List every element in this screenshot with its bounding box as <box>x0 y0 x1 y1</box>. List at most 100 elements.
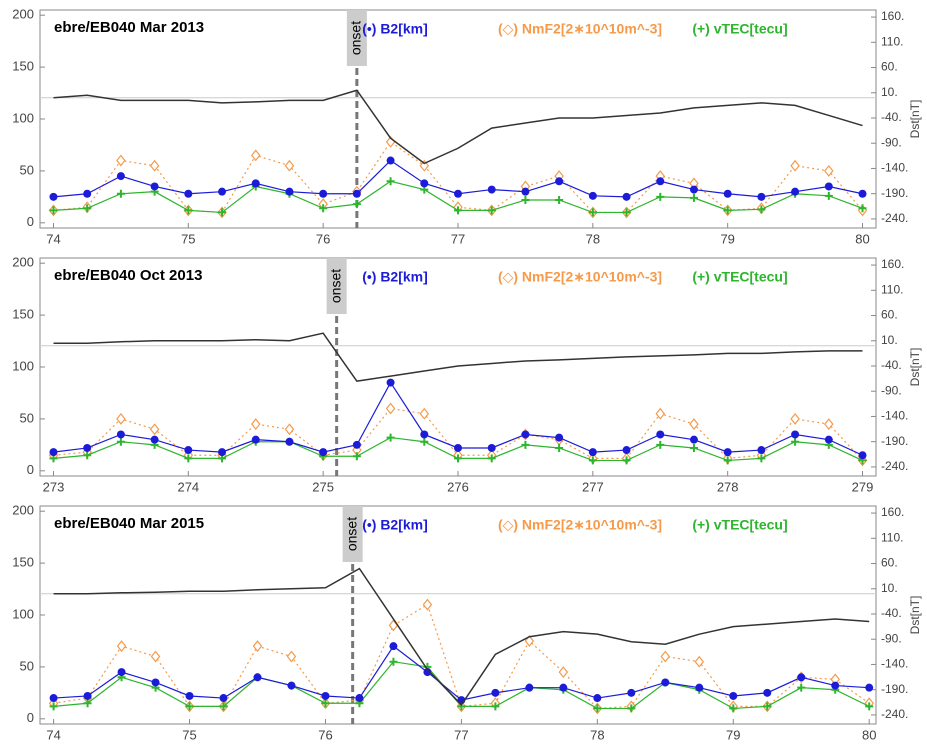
marker <box>116 189 125 198</box>
marker <box>491 688 500 697</box>
y-tick-label: 150 <box>12 59 34 74</box>
marker <box>149 159 160 172</box>
y2-axis-label: Dst[nT] <box>908 596 922 635</box>
marker <box>352 189 361 198</box>
marker <box>588 208 597 217</box>
marker <box>49 448 58 457</box>
marker <box>319 448 328 457</box>
marker <box>116 430 125 439</box>
marker <box>655 407 666 420</box>
x-tick-label: 77 <box>454 727 468 742</box>
y2-tick-label: -190. <box>881 682 908 696</box>
y2-tick-label: -140. <box>881 409 908 423</box>
marker <box>858 189 867 198</box>
marker <box>184 454 193 463</box>
y-tick-label: 50 <box>20 162 34 177</box>
marker <box>729 691 738 700</box>
y2-tick-label: -90. <box>881 383 902 397</box>
series-line <box>53 567 870 707</box>
marker <box>151 678 160 687</box>
onset-box <box>326 258 347 314</box>
marker <box>791 437 800 446</box>
marker <box>389 657 398 666</box>
y2-tick-label: 160. <box>881 257 904 271</box>
marker <box>218 208 227 217</box>
series-line <box>53 89 863 165</box>
marker <box>723 189 732 198</box>
y-tick-label: 200 <box>12 503 34 518</box>
marker <box>253 673 262 682</box>
marker <box>184 189 193 198</box>
x-tick-label: 79 <box>726 727 740 742</box>
x-tick-label: 75 <box>182 727 196 742</box>
marker <box>251 435 260 444</box>
x-tick-label: 78 <box>590 727 604 742</box>
marker <box>521 195 530 204</box>
y2-tick-label: -240. <box>881 459 908 473</box>
marker <box>689 435 698 444</box>
marker <box>757 446 766 455</box>
marker <box>386 433 395 442</box>
marker <box>116 640 127 653</box>
marker <box>150 182 159 191</box>
marker <box>622 446 631 455</box>
marker <box>656 440 665 449</box>
marker <box>184 446 193 455</box>
marker <box>790 412 800 425</box>
panel-title: ebre/EB040 Oct 2013 <box>54 267 202 284</box>
y-tick-label: 100 <box>12 110 34 125</box>
marker <box>250 418 261 431</box>
x-tick-label: 279 <box>852 479 874 494</box>
marker <box>284 159 295 172</box>
marker <box>287 681 296 690</box>
marker <box>723 456 732 465</box>
panel-title: ebre/EB040 Mar 2015 <box>54 515 204 532</box>
y2-tick-label: 60. <box>881 556 898 570</box>
marker <box>252 640 263 653</box>
y2-tick-label: -190. <box>881 186 908 200</box>
marker <box>83 699 92 708</box>
marker <box>524 634 535 647</box>
marker <box>352 452 361 461</box>
y2-tick-label: 10. <box>881 333 898 347</box>
y2-tick-label: -90. <box>881 135 902 149</box>
marker <box>352 200 361 209</box>
onset-label: onset <box>348 21 364 55</box>
marker <box>150 435 159 444</box>
marker <box>420 437 429 446</box>
x-tick-label: 78 <box>586 231 600 246</box>
marker <box>593 704 602 713</box>
marker <box>285 187 294 196</box>
marker <box>729 704 738 713</box>
y-tick-label: 200 <box>12 7 34 22</box>
marker <box>791 187 800 196</box>
legend-entry: (+) vTEC[tecu] <box>692 21 787 37</box>
marker <box>150 650 161 663</box>
x-tick-label: 276 <box>447 479 469 494</box>
y2-tick-label: 10. <box>881 581 898 595</box>
marker <box>622 208 631 217</box>
marker <box>593 694 602 703</box>
marker <box>588 456 597 465</box>
y-tick-label: 0 <box>27 214 34 229</box>
y-tick-label: 50 <box>20 410 34 425</box>
y2-tick-label: -90. <box>881 631 902 645</box>
y2-tick-label: -140. <box>881 657 908 671</box>
y2-tick-label: -240. <box>881 707 908 721</box>
marker <box>824 418 834 431</box>
marker <box>521 187 530 196</box>
marker <box>525 683 534 692</box>
marker <box>656 177 665 186</box>
marker <box>454 189 462 198</box>
marker <box>487 443 496 452</box>
y-tick-label: 100 <box>12 606 34 621</box>
marker <box>824 435 833 444</box>
marker <box>286 650 297 663</box>
marker <box>83 451 92 460</box>
marker <box>865 683 874 692</box>
marker <box>689 418 699 431</box>
marker <box>419 407 430 420</box>
y2-tick-label: -190. <box>881 434 908 448</box>
marker <box>321 691 330 700</box>
